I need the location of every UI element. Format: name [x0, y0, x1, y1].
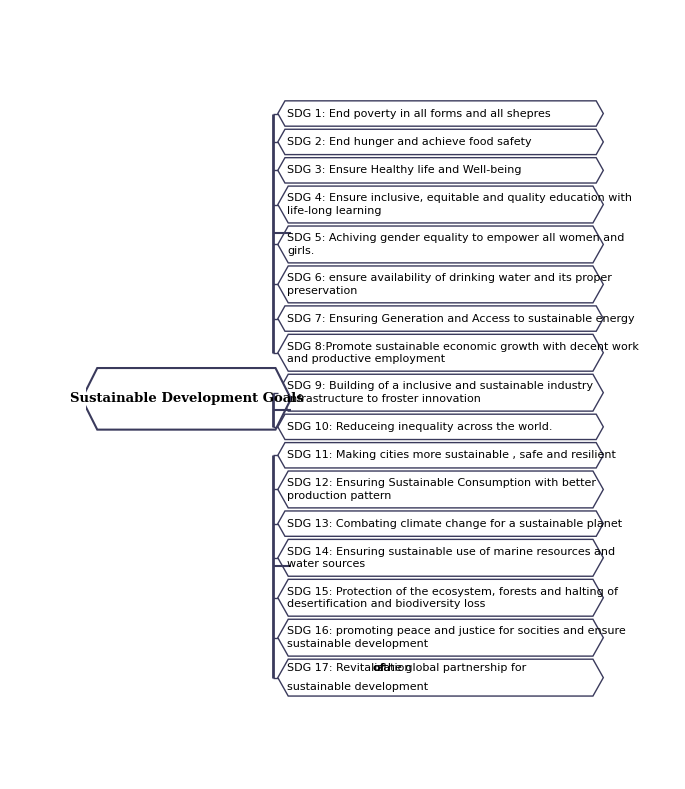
Polygon shape: [278, 443, 603, 468]
Text: SDG 9: Building of a inclusive and sustainable industry
infrastructure to froste: SDG 9: Building of a inclusive and susta…: [287, 382, 593, 404]
Polygon shape: [278, 129, 603, 155]
Polygon shape: [82, 368, 291, 430]
Text: SDG 10: Reduceing inequality across the world.: SDG 10: Reduceing inequality across the …: [287, 422, 553, 432]
Text: SDG 1: End poverty in all forms and all shepres: SDG 1: End poverty in all forms and all …: [287, 109, 551, 118]
Text: SDG 13: Combating climate change for a sustainable planet: SDG 13: Combating climate change for a s…: [287, 518, 622, 529]
Polygon shape: [278, 101, 603, 126]
Polygon shape: [278, 511, 603, 537]
Text: SDG 12: Ensuring Sustainable Consumption with better
production pattern: SDG 12: Ensuring Sustainable Consumption…: [287, 478, 596, 501]
Text: SDG 7: Ensuring Generation and Access to sustainable energy: SDG 7: Ensuring Generation and Access to…: [287, 313, 635, 323]
Text: SDG 2: End hunger and achieve food safety: SDG 2: End hunger and achieve food safet…: [287, 137, 532, 147]
Text: SDG 16: promoting peace and justice for socities and ensure
sustainable developm: SDG 16: promoting peace and justice for …: [287, 626, 626, 649]
Polygon shape: [278, 579, 603, 616]
Polygon shape: [278, 659, 603, 696]
Text: SDG 17: Revitalization: SDG 17: Revitalization: [287, 664, 415, 673]
Polygon shape: [278, 335, 603, 371]
Text: SDG 4: Ensure inclusive, equitable and quality education with
life-long learning: SDG 4: Ensure inclusive, equitable and q…: [287, 193, 632, 215]
Text: of: of: [373, 664, 385, 673]
Text: SDG 8:Promote sustainable economic growth with decent work
and productive employ: SDG 8:Promote sustainable economic growt…: [287, 342, 639, 364]
Text: SDG 14: Ensuring sustainable use of marine resources and
water sources: SDG 14: Ensuring sustainable use of mari…: [287, 547, 615, 569]
Polygon shape: [278, 186, 603, 223]
Polygon shape: [278, 540, 603, 576]
Text: Sustainable Development Goals: Sustainable Development Goals: [69, 392, 303, 406]
Polygon shape: [278, 306, 603, 331]
Text: SDG 5: Achiving gender equality to empower all women and
girls.: SDG 5: Achiving gender equality to empow…: [287, 234, 625, 256]
Polygon shape: [278, 158, 603, 183]
Text: the global partnership for: the global partnership for: [380, 664, 526, 673]
Polygon shape: [278, 471, 603, 508]
Polygon shape: [278, 619, 603, 656]
Polygon shape: [278, 374, 603, 411]
Text: SDG 11: Making cities more sustainable , safe and resilient: SDG 11: Making cities more sustainable ,…: [287, 451, 616, 460]
Polygon shape: [278, 266, 603, 303]
Polygon shape: [278, 226, 603, 263]
Text: SDG 15: Protection of the ecosystem, forests and halting of
desertification and : SDG 15: Protection of the ecosystem, for…: [287, 586, 618, 609]
Text: sustainable development: sustainable development: [287, 682, 428, 692]
Polygon shape: [278, 414, 603, 439]
Text: SDG 3: Ensure Healthy life and Well-being: SDG 3: Ensure Healthy life and Well-bein…: [287, 166, 521, 175]
Text: SDG 6: ensure availability of drinking water and its proper
preservation: SDG 6: ensure availability of drinking w…: [287, 273, 612, 296]
